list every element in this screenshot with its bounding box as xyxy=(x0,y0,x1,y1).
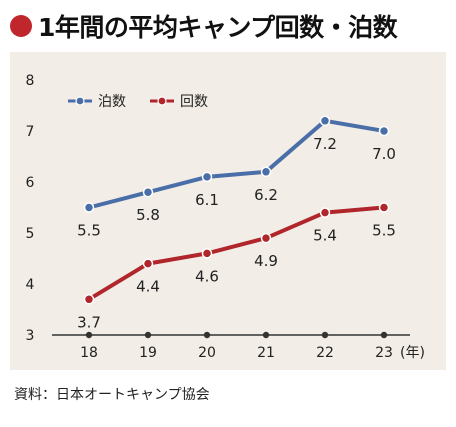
y-tick-label: 8 xyxy=(26,73,35,89)
data-label: 6.1 xyxy=(195,191,219,209)
chart-title-row: 1年間の平均キャンプ回数・泊数 xyxy=(10,6,398,46)
data-point xyxy=(260,232,272,244)
data-label: 7.2 xyxy=(313,135,337,153)
x-tick-label: 22 xyxy=(316,345,334,361)
x-tick-dot xyxy=(380,331,388,339)
y-tick-label: 3 xyxy=(26,328,35,344)
line-chart: 3 4 5 6 7 8 18 19 20 21 22 23 (年) 5.5 5.8 6.1 6.2 7.2 7.0 3… xyxy=(26,73,425,361)
data-label: 4.9 xyxy=(254,252,278,270)
data-point xyxy=(201,171,213,183)
x-tick-dot xyxy=(203,331,211,339)
chart-panel xyxy=(10,52,446,370)
data-label: 4.4 xyxy=(136,278,160,296)
series-line-nights xyxy=(87,118,386,210)
x-tick-label: 19 xyxy=(139,345,157,361)
x-tick-dot xyxy=(262,331,270,339)
legend-swatch-dot xyxy=(75,96,85,106)
data-point xyxy=(83,202,95,213)
x-tick-label: 18 xyxy=(80,345,98,361)
legend-swatch-dot xyxy=(157,96,167,106)
data-label: 5.5 xyxy=(372,222,396,240)
data-label: 3.7 xyxy=(77,313,101,331)
x-tick-dot xyxy=(85,331,93,339)
x-axis-unit-label: (年) xyxy=(400,345,425,361)
data-label: 7.0 xyxy=(372,145,396,163)
data-point xyxy=(378,125,390,137)
data-point xyxy=(260,166,272,178)
data-point xyxy=(319,115,331,127)
y-tick-label: 6 xyxy=(26,175,35,191)
data-point xyxy=(83,294,95,305)
data-point xyxy=(142,258,154,269)
x-tick-label: 21 xyxy=(257,345,275,361)
title-bullet-icon xyxy=(10,15,32,37)
legend-label: 回数 xyxy=(180,94,208,110)
data-label: 6.2 xyxy=(254,186,278,204)
data-label: 4.6 xyxy=(195,267,219,285)
data-point xyxy=(201,248,213,259)
data-label: 5.8 xyxy=(136,206,160,224)
data-label: 5.4 xyxy=(313,227,337,245)
series-line-trips xyxy=(87,205,386,302)
legend-label: 泊数 xyxy=(98,94,126,110)
y-tick-label: 5 xyxy=(26,226,35,242)
y-tick-label: 4 xyxy=(26,277,35,293)
x-tick-dot xyxy=(144,331,152,339)
x-tick-label: 20 xyxy=(198,345,216,361)
x-tick-label: 23 xyxy=(375,345,393,361)
y-tick-label: 7 xyxy=(26,124,35,140)
x-tick-dot xyxy=(321,331,329,339)
data-point xyxy=(378,202,390,213)
data-point xyxy=(319,207,331,218)
data-point xyxy=(142,186,154,198)
data-label: 5.5 xyxy=(77,222,101,240)
chart-title: 1年間の平均キャンプ回数・泊数 xyxy=(38,13,398,42)
source-note: 資料：日本オートキャンプ協会 xyxy=(14,387,210,403)
